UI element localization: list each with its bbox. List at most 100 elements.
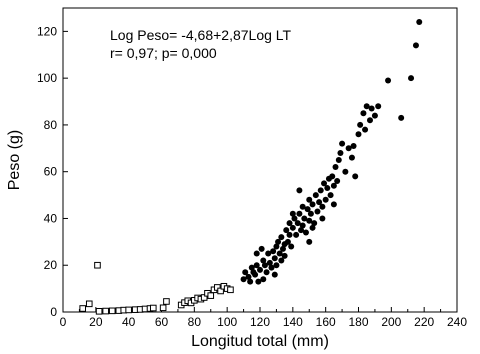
data-point-square [79,305,87,312]
data-point-circle [240,276,247,283]
data-point-circle [312,192,319,199]
x-tick-label: 140 [283,315,303,329]
data-point-square [227,286,234,294]
data-point-square [102,307,109,315]
x-tick-label: 60 [155,315,169,329]
data-point-circle [253,250,260,257]
data-point-circle [352,173,359,180]
x-tick-label: 220 [414,315,434,329]
data-point-circle [278,234,285,241]
data-point-circle [306,217,313,224]
data-point-circle [339,140,346,147]
data-points [79,19,423,315]
data-point-circle [299,222,306,229]
data-point-circle [311,220,318,227]
data-point-circle [332,164,339,171]
data-point-circle [284,238,291,245]
data-point-circle [317,187,324,194]
data-point-circle [337,149,344,156]
data-point-circle [355,131,362,138]
data-point-circle [324,185,331,192]
y-tick-label: 20 [44,258,58,272]
data-point-circle [363,103,370,110]
data-point-circle [265,250,272,257]
data-point-circle [327,192,334,199]
data-point-circle [273,243,280,250]
data-point-square [163,298,170,305]
data-point-square [149,304,157,312]
data-point-circle [319,215,326,222]
data-point-circle [398,114,405,121]
data-point-circle [296,187,303,194]
data-point-circle [298,227,305,234]
data-point-square [207,292,215,299]
data-point-circle [416,19,423,26]
data-point-circle [309,224,316,231]
data-point-circle [257,266,263,273]
x-tick-label: 100 [217,315,237,329]
data-point-square [85,300,93,308]
data-point-circle [342,168,349,175]
x-tick-label: 240 [447,315,467,329]
annotation-equation: Log Peso= -4,68+2,87Log LT [110,27,292,43]
data-point-circle [279,245,286,252]
data-point-circle [412,42,419,49]
data-point-circle [248,264,255,271]
data-point-circle [258,245,265,252]
data-point-circle [273,262,280,269]
x-tick-label: 40 [122,315,136,329]
data-point-circle [245,273,252,280]
data-point-circle [371,112,378,119]
x-tick-label: 0 [60,315,67,329]
data-point-circle [306,196,313,203]
data-point-circle [360,110,367,117]
data-point-circle [304,206,311,213]
data-point-circle [266,259,273,266]
x-tick-label: 20 [89,315,103,329]
data-point-circle [276,250,283,257]
data-point-circle [299,203,306,210]
data-point-circle [286,220,293,227]
data-point-circle [289,224,296,231]
data-point-circle [345,145,352,152]
x-tick-label: 80 [188,315,202,329]
x-tick-label: 180 [348,315,368,329]
y-tick-label: 120 [37,24,57,38]
data-point-square [95,307,103,315]
data-point-circle [271,255,278,262]
data-point-circle [260,276,267,283]
data-point-circle [348,154,355,161]
y-axis-ticks: 0 20 40 60 80 100 120 [37,24,68,319]
data-point-circle [366,117,373,124]
data-point-circle [319,203,326,210]
data-point-circle [261,262,268,269]
data-point-circle [252,271,259,278]
plot-area: 0 20 40 60 80 100 120 140 160 180 200 220 240 0 20 40 6… [37,7,467,329]
data-point-circle [301,215,308,222]
y-tick-label: 60 [44,165,58,179]
data-point-circle [270,248,277,255]
data-point-circle [350,142,357,149]
data-point-circle [302,229,309,236]
x-tick-label: 120 [250,315,270,329]
data-point-circle [309,201,316,208]
data-point-circle [375,103,382,110]
y-tick-label: 80 [44,118,58,132]
data-point-circle [307,210,314,217]
data-point-circle [253,262,260,269]
data-point-circle [316,199,323,206]
data-point-circle [289,210,296,217]
x-axis-ticks: 0 20 40 60 80 100 120 140 160 180 200 220 240 [60,307,467,329]
data-point-circle [408,75,415,82]
data-point-circle [296,210,303,217]
data-point-circle [283,227,290,234]
data-point-circle [335,157,342,163]
data-point-circle [268,264,275,271]
data-point-circle [247,278,254,285]
data-point-circle [368,105,375,112]
data-point-circle [291,215,298,222]
data-point-circle [293,231,300,238]
y-tick-label: 0 [50,305,57,319]
data-point-circle [260,257,267,264]
